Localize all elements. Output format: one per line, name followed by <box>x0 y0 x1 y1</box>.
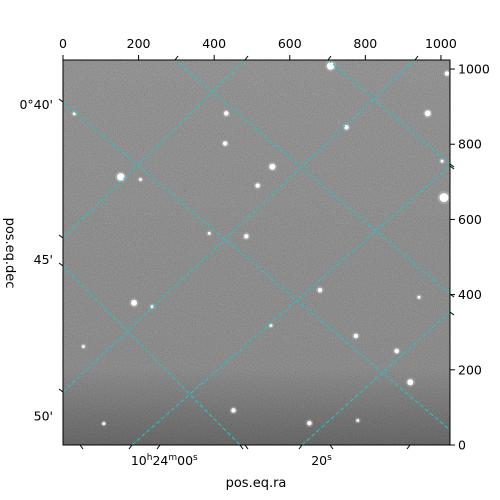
world-tick <box>58 262 64 267</box>
world-tick <box>329 444 334 450</box>
image-vignette <box>63 60 450 445</box>
star <box>244 234 249 239</box>
star <box>150 305 154 309</box>
star <box>353 333 359 339</box>
pixel-y-tick-label: 800 <box>458 137 482 152</box>
stars <box>71 60 450 428</box>
pixel-y-tick-label: 600 <box>458 212 482 227</box>
ra-tick-label: 10h24m00s <box>131 453 198 468</box>
star <box>117 173 125 181</box>
star <box>207 231 211 235</box>
grid-line-dec <box>327 60 450 165</box>
star <box>440 159 444 163</box>
pixel-x-tick-label: 1000 <box>425 36 457 51</box>
star <box>344 125 349 130</box>
plot-frame <box>62 59 451 446</box>
x-axis-title: pos.eq.ra <box>226 476 287 491</box>
star <box>307 420 312 426</box>
world-tick <box>298 444 303 450</box>
grid-line-dec <box>63 265 241 445</box>
star <box>407 379 414 386</box>
star <box>138 178 142 182</box>
star <box>72 112 76 116</box>
world-tick <box>244 444 249 450</box>
pixel-x-tick-label: 200 <box>127 36 151 51</box>
world-tick <box>449 165 455 170</box>
star <box>417 295 421 299</box>
star <box>131 299 138 306</box>
star <box>231 408 236 413</box>
pixel-y-tick-label: 0 <box>458 438 466 453</box>
dec-tick-label: 45' <box>34 252 53 267</box>
coordinate-grid <box>63 60 450 445</box>
world-tick <box>327 55 332 61</box>
star <box>444 71 450 76</box>
dec-tick-label: 50' <box>34 409 53 424</box>
star <box>356 419 360 423</box>
star <box>224 111 229 116</box>
world-tick <box>244 55 249 61</box>
world-tick <box>128 444 133 450</box>
pixel-y-axis: 0 200 400 600 800 1000 <box>450 62 490 453</box>
star <box>269 163 276 170</box>
dec-tick-label: 0°40' <box>19 97 53 112</box>
world-tick <box>156 444 161 450</box>
world-tick <box>174 55 179 61</box>
grid-line-dec <box>63 101 450 431</box>
pixel-x-tick-label: 400 <box>202 36 226 51</box>
grid-line-ra <box>63 60 246 239</box>
world-tick <box>58 388 64 393</box>
star <box>439 193 449 203</box>
pixel-x-tick-label: 0 <box>59 36 67 51</box>
grid-line-ra <box>301 311 450 445</box>
world-tick <box>406 444 411 450</box>
star <box>326 62 335 70</box>
world-tick <box>239 444 244 450</box>
pixel-x-tick-label: 800 <box>353 36 377 51</box>
grid-line-dec <box>174 60 450 295</box>
ra-tick-label: 20s <box>311 453 332 468</box>
star <box>222 141 228 146</box>
world-tick <box>58 98 64 103</box>
star <box>269 323 273 327</box>
world-tick <box>449 311 455 316</box>
pixel-y-tick-label: 1000 <box>458 62 490 77</box>
star <box>424 110 431 117</box>
star <box>394 348 399 354</box>
star <box>255 183 260 188</box>
grid-line-ra <box>63 60 416 393</box>
pixel-x-tick-label: 600 <box>278 36 302 51</box>
star <box>317 287 323 293</box>
pixel-y-tick-label: 400 <box>458 287 482 302</box>
world-tick <box>449 163 455 168</box>
world-tick <box>58 234 64 239</box>
pixel-x-axis: 0 200 400 600 800 1000 <box>59 36 457 60</box>
world-tick <box>79 444 84 450</box>
world-tick <box>449 293 455 298</box>
star <box>81 344 85 348</box>
y-axis-title: pos.eq.dec <box>2 218 17 289</box>
grid-line-ra <box>131 165 450 445</box>
image-area <box>63 60 450 445</box>
world-tick <box>414 55 419 61</box>
star <box>102 422 106 426</box>
pixel-y-tick-label: 200 <box>458 362 482 377</box>
